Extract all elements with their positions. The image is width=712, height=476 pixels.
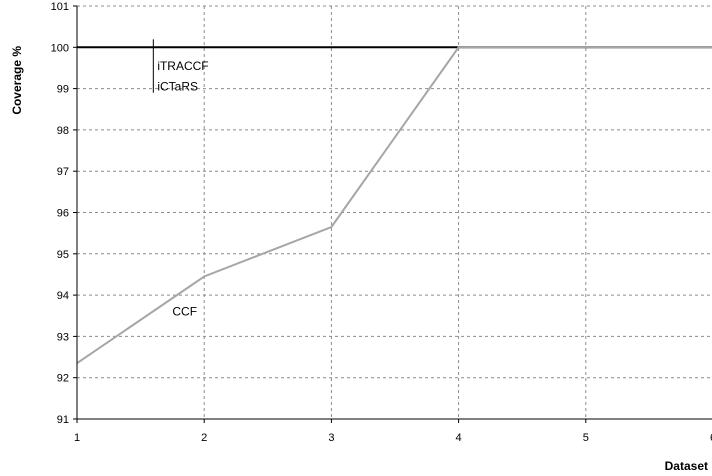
x-tick-label: 3 xyxy=(328,432,334,444)
annotation-itraccf: iTRACCF xyxy=(157,59,208,73)
y-tick-label: 95 xyxy=(57,249,69,261)
y-tick-label: 101 xyxy=(51,1,69,13)
x-tick-labels: 1 2 3 4 5 6 xyxy=(74,432,712,444)
y-tick-label: 96 xyxy=(57,208,69,220)
y-tick-labels: 91 92 93 94 95 96 97 98 99 100 101 xyxy=(51,1,69,426)
x-tick-label: 6 xyxy=(710,432,712,444)
y-tick-label: 93 xyxy=(57,331,69,343)
y-axis-title: Coverage % xyxy=(10,46,24,115)
y-tick-label: 97 xyxy=(57,166,69,178)
y-tick-label: 98 xyxy=(57,125,69,137)
x-tick-label: 1 xyxy=(74,432,80,444)
y-tick-label: 100 xyxy=(51,42,69,54)
annotation-ictars: iCTaRS xyxy=(157,80,198,94)
series-lines xyxy=(76,46,712,365)
x-tick-label: 5 xyxy=(583,432,589,444)
y-tick-label: 91 xyxy=(57,414,69,426)
annotation-ccf: CCF xyxy=(172,305,197,319)
y-tick-label: 92 xyxy=(57,373,69,385)
y-tick-label: 94 xyxy=(57,290,69,302)
series-line-ccf xyxy=(76,46,712,365)
y-tick-label: 99 xyxy=(57,84,69,96)
x-tick-label: 2 xyxy=(201,432,207,444)
x-axis-title: Dataset xyxy=(665,459,708,473)
x-tick-label: 4 xyxy=(456,432,462,444)
axes xyxy=(73,5,712,423)
